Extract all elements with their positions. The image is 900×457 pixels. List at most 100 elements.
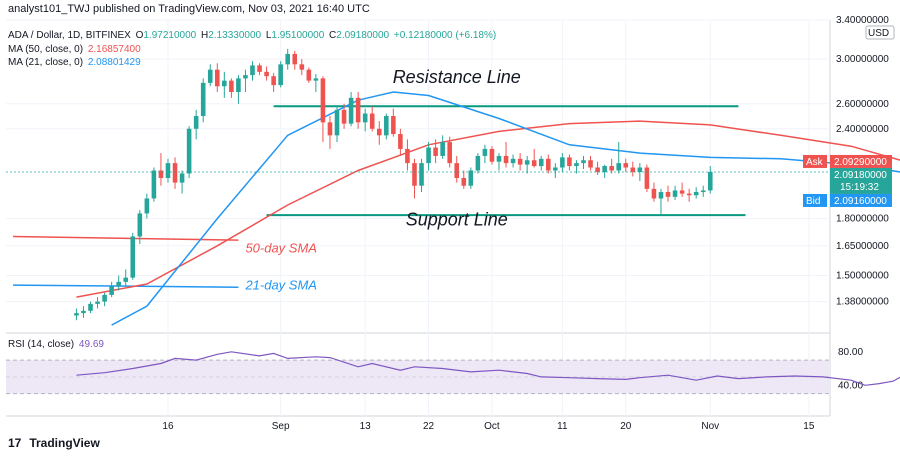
candle-body: [222, 80, 227, 87]
bid-price-badge: [830, 193, 892, 207]
candle-body: [595, 167, 600, 172]
candle-body: [658, 192, 664, 199]
bar-countdown: 15:19:32: [840, 182, 879, 193]
candle-body: [264, 71, 269, 77]
time-tick-label: 13: [360, 421, 372, 432]
candle-body: [398, 134, 403, 149]
candle-body: [243, 75, 248, 79]
candle-body: [651, 188, 657, 199]
time-tick-label: 16: [162, 421, 174, 432]
bid-price: 2.09160000: [834, 196, 887, 207]
low-label: L: [265, 30, 272, 41]
candle-body: [362, 113, 368, 123]
candle-body: [609, 166, 614, 171]
rsi-legend: RSI (14, close) 49.69: [8, 339, 106, 350]
candle-body: [630, 167, 636, 172]
price-tick-label: 2.40000000: [836, 124, 889, 135]
price-tick-label: 3.40000000: [836, 15, 889, 26]
high-value: 2.13330000: [208, 30, 262, 41]
price-tick-label: 1.80000000: [836, 214, 889, 225]
candle-body: [524, 160, 530, 165]
candle-body: [461, 177, 467, 186]
candle-body: [306, 69, 312, 81]
time-tick-label: Nov: [701, 421, 719, 432]
candle-body: [179, 173, 185, 183]
candle-body: [95, 301, 100, 304]
candle-body: [250, 65, 255, 76]
rsi-tick-label: 80.00: [838, 347, 863, 358]
candle-body: [447, 142, 452, 164]
candle-body: [116, 281, 121, 287]
candle-body: [137, 213, 143, 237]
ma21-value: 2.08801429: [87, 57, 141, 68]
candle-body: [672, 190, 678, 197]
rsi-line: [76, 351, 900, 386]
ma50-legend: MA (50, close, 0) 2.16857400: [8, 44, 143, 55]
symbol-name: ADA / Dollar, 1D, BITFINEX: [8, 30, 131, 41]
ma50-label: MA (50, close, 0): [8, 44, 84, 55]
candle-body: [341, 109, 347, 124]
support-line-label: Support Line: [406, 210, 508, 230]
resistance-line-label: Resistance Line: [393, 67, 521, 87]
candle-body: [348, 97, 354, 124]
last-price: 2.09180000: [834, 170, 887, 181]
close-label: C: [329, 30, 337, 41]
candle-body: [503, 155, 509, 164]
candle-body: [123, 277, 129, 282]
candle-body: [693, 192, 699, 196]
candle-body: [665, 192, 671, 197]
bid-badge: [803, 193, 827, 207]
ask-price: 2.09290000: [834, 157, 887, 168]
time-tick-label: 15: [803, 421, 815, 432]
ma21-label: MA (21, close, 0): [8, 57, 84, 68]
candle-body: [165, 163, 171, 178]
sma50-annotation: 50-day SMA: [245, 240, 317, 255]
candle-body: [581, 160, 586, 164]
candle-body: [229, 80, 234, 92]
candle-body: [193, 116, 199, 129]
candle-body: [602, 166, 607, 172]
price-tick-label: 3.00000000: [836, 54, 889, 65]
candle-body: [531, 160, 537, 167]
candle-body: [700, 190, 706, 193]
candle-body: [334, 109, 340, 136]
candle-body: [200, 82, 206, 117]
candle-body: [686, 193, 692, 196]
candle-body: [496, 155, 502, 162]
candle-body: [616, 163, 622, 171]
open-label: O: [135, 30, 144, 41]
ask-badge: [803, 154, 827, 168]
ma50-value: 2.16857400: [87, 44, 141, 55]
candle-body: [637, 167, 643, 172]
candle-body: [88, 303, 93, 311]
candle-body: [285, 53, 290, 65]
candle-body: [433, 147, 438, 156]
rsi-tick-label: 40.00: [838, 380, 863, 391]
candle-body: [158, 170, 164, 178]
candle-body: [102, 294, 107, 302]
candle-body: [186, 128, 192, 174]
candle-body: [271, 76, 276, 86]
low-value: 1.95100000: [271, 30, 325, 41]
tradingview-logo-icon: 17: [8, 436, 22, 450]
candle-body: [426, 147, 431, 164]
ma21-line: [111, 91, 900, 326]
candle-body: [214, 69, 220, 87]
candle-body: [236, 78, 241, 92]
candle-body: [475, 155, 481, 171]
open-value: 1.97210000: [143, 30, 197, 41]
candle-body: [482, 148, 488, 156]
price-tick-label: 1.38000000: [836, 297, 889, 308]
candle-body: [172, 163, 178, 183]
candle-body: [384, 116, 389, 136]
high-label: H: [201, 30, 209, 41]
tradingview-footer[interactable]: 17 TradingView: [8, 436, 100, 450]
candle-body: [313, 78, 319, 81]
candle-body: [553, 167, 558, 171]
ma21-legend: MA (21, close, 0) 2.08801429: [8, 57, 143, 68]
candle-body: [517, 158, 523, 165]
currency-tag: [865, 25, 895, 40]
candle-body: [130, 236, 136, 278]
rsi-value: 49.69: [78, 339, 104, 350]
